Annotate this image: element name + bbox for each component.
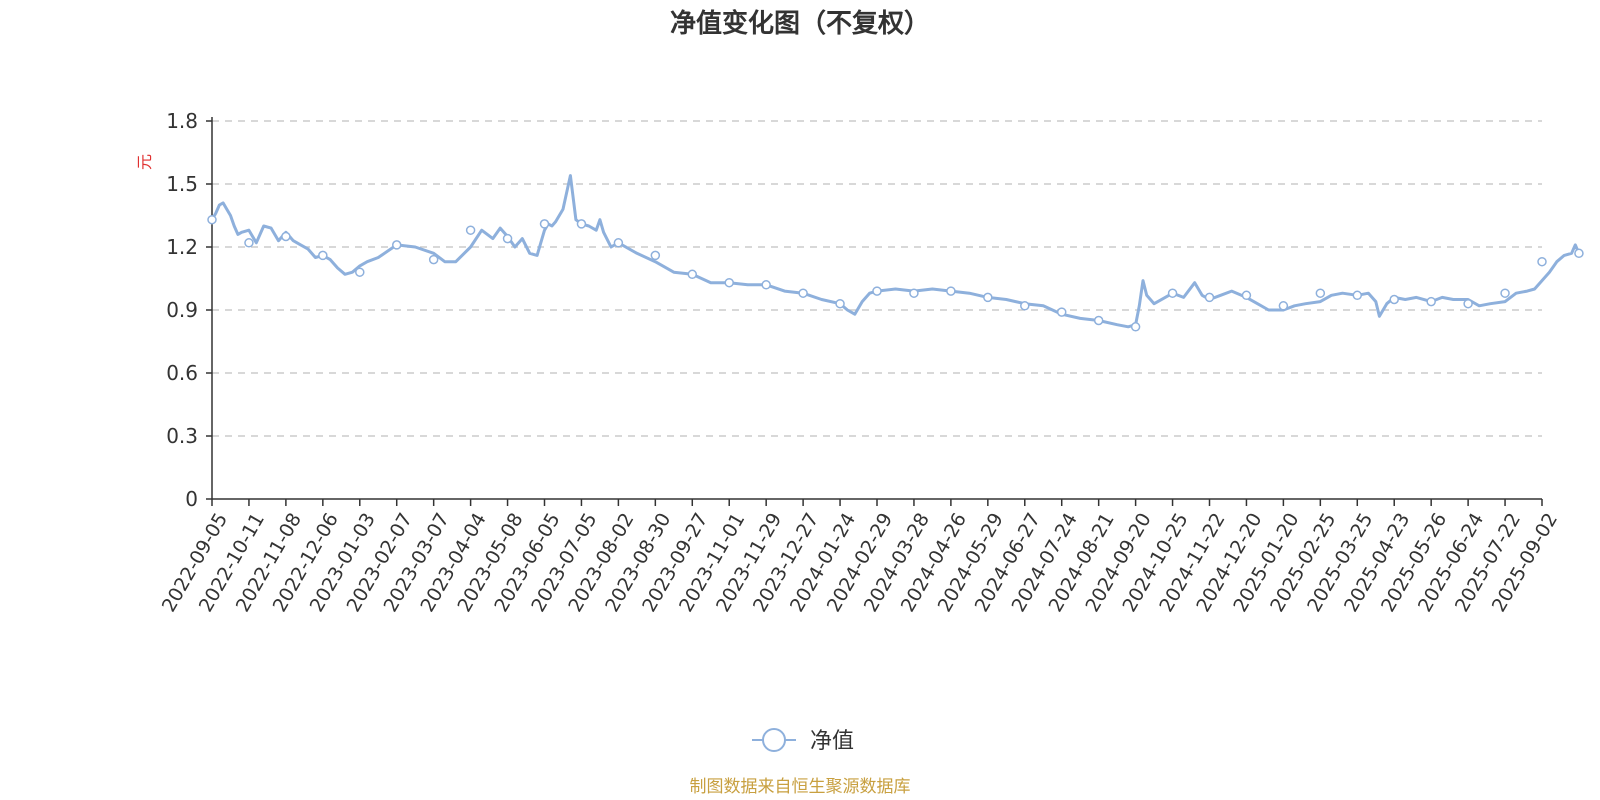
data-point-marker[interactable] (687, 269, 698, 280)
legend-label: 净值 (810, 729, 854, 754)
y-axis-unit: 元 (135, 154, 154, 170)
data-point-marker[interactable] (798, 288, 808, 298)
data-point-marker[interactable] (872, 286, 882, 296)
data-point-marker[interactable] (1574, 248, 1584, 259)
chart-title: 净值变化图（不复权） (670, 8, 930, 39)
data-point-marker[interactable] (761, 280, 771, 290)
data-point-marker[interactable] (1167, 288, 1178, 298)
source-note: 制图数据来自恒生聚源数据库 (690, 777, 911, 797)
data-point-marker[interactable] (1020, 301, 1030, 311)
data-point-marker[interactable] (428, 254, 439, 265)
y-tick-label: 1.2 (166, 235, 198, 259)
data-point-marker[interactable] (1093, 315, 1104, 326)
y-tick-label: 0.9 (166, 298, 198, 322)
data-point-marker[interactable] (502, 233, 513, 244)
data-point-marker[interactable] (1056, 307, 1067, 317)
data-point-marker[interactable] (1315, 288, 1326, 298)
data-point-marker[interactable] (1352, 290, 1363, 301)
legend-circle-icon (762, 728, 786, 752)
data-point-marker[interactable] (539, 219, 550, 229)
axes (206, 117, 1543, 506)
data-point-marker[interactable] (207, 214, 217, 225)
data-point-marker[interactable] (724, 277, 734, 288)
y-tick-label: 1.5 (166, 172, 198, 196)
data-point-marker[interactable] (1204, 292, 1215, 303)
data-point-marker[interactable] (1130, 322, 1141, 332)
data-point-marker[interactable] (355, 267, 365, 277)
data-point-marker[interactable] (650, 250, 661, 261)
y-tick-label: 0 (185, 487, 198, 511)
data-point-marker[interactable] (391, 240, 402, 250)
data-point-marker[interactable] (1463, 298, 1473, 309)
data-point-marker[interactable] (835, 298, 845, 309)
data-point-marker[interactable] (1389, 294, 1399, 305)
data-point-marker[interactable] (613, 238, 624, 248)
data-point-marker[interactable] (909, 288, 919, 298)
data-point-marker[interactable] (576, 219, 587, 229)
y-tick-label: 0.6 (166, 361, 198, 385)
data-point-marker[interactable] (1500, 288, 1510, 298)
data-point-marker[interactable] (1241, 290, 1252, 301)
series-group (207, 174, 1584, 332)
data-point-marker[interactable] (946, 286, 956, 296)
data-point-marker[interactable] (1537, 256, 1547, 267)
grid-lines (212, 120, 1542, 437)
y-tick-label: 1.8 (166, 109, 198, 133)
data-point-marker[interactable] (1278, 301, 1289, 311)
legend[interactable]: 净值 (752, 728, 854, 754)
data-point-marker[interactable] (1426, 296, 1436, 307)
data-point-marker[interactable] (318, 250, 328, 261)
data-point-marker[interactable] (983, 292, 993, 303)
series-line-净值 (210, 174, 1581, 329)
x-tick-labels: 2022-09-052022-10-112022-11-082022-12-06… (158, 509, 1562, 616)
y-tick-label: 0.3 (166, 424, 198, 448)
data-point-marker[interactable] (281, 231, 291, 242)
data-point-marker[interactable] (244, 238, 254, 248)
data-point-marker[interactable] (465, 225, 476, 235)
y-tick-labels: 0 0.3 0.6 0.9 1.2 1.5 1.8 (166, 109, 198, 511)
